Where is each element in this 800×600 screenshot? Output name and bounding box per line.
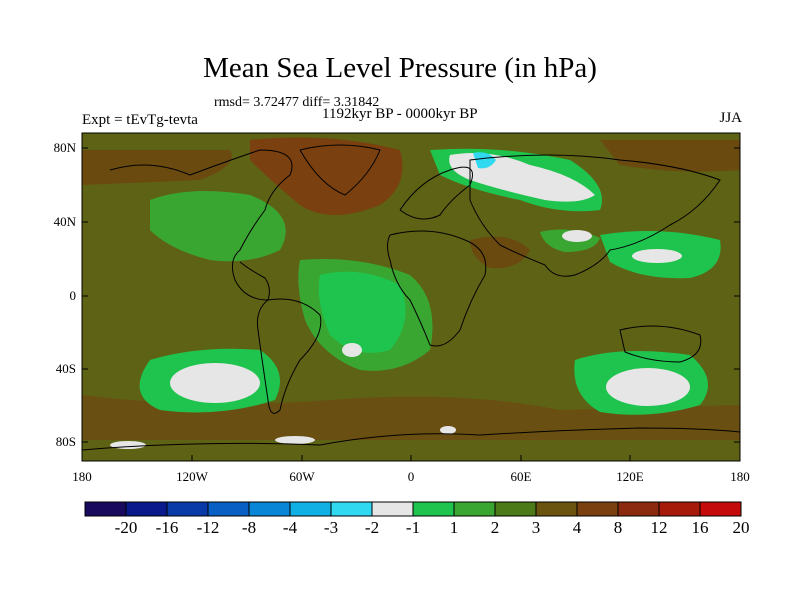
colorbar-swatch [699,501,742,517]
lon-label-180w: 180 [72,469,92,484]
field-brown-pacific-east [600,140,740,172]
colorbar-label: 1 [449,518,459,537]
field-white-indian [606,368,690,406]
field-brown-arctic-pacific [82,150,232,185]
field-green-north-america [150,191,286,262]
colorbar-label: 12 [650,518,668,537]
period-label: 1192kyr BP - 0000kyr BP [322,106,478,122]
field-white-east-asia [632,249,682,263]
colorbar-swatch [494,501,537,517]
coast-north-america [109,149,293,301]
colorbar-label: -12 [196,518,220,537]
colorbar-swatch [658,501,701,517]
lat-label-40n: 40N [54,214,77,229]
colorbar-label: -8 [241,518,257,537]
colorbar-swatch [412,501,455,517]
colorbar [84,501,742,517]
colorbar-label: 20 [732,518,750,537]
coast-africa [387,230,487,347]
colorbar-swatch [207,501,250,517]
lat-label-40s: 40S [56,361,76,376]
colorbar-label: -3 [323,518,339,537]
lon-label-180e: 180 [730,469,750,484]
colorbar-label: 2 [490,518,500,537]
pressure-field [82,133,740,461]
lon-ticks [81,455,741,461]
colorbar-swatch [371,501,414,517]
colorbar-label: 8 [613,518,623,537]
colorbar-swatch [289,501,332,517]
lat-label-0: 0 [70,288,77,303]
experiment-label: Expt = tEvTg-tevta [82,112,198,128]
colorbar-swatch [166,501,209,517]
coast-antarctica [82,427,740,451]
lat-ticks [82,147,740,443]
coast-australia [619,325,702,363]
coast-greenland [299,144,381,196]
field-white-south-pacific [170,363,260,403]
colorbar-swatch [330,501,373,517]
lon-label-0: 0 [408,469,415,484]
colorbar-swatch [84,501,127,517]
field-bright-atlantic [318,271,406,353]
coast-south-america [257,298,322,414]
colorbar-swatch [125,501,168,517]
colorbar-label: -4 [282,518,298,537]
lon-labels: 180 120W 60W 0 60E 120E 180 [72,469,750,484]
colorbar-swatch [453,501,496,517]
rmsd-diff-stats: rmsd= 3.72477 diff= 3.31842 [214,95,380,110]
field-white-central-asia [562,230,592,242]
lon-label-120w: 120W [176,469,209,484]
colorbar-swatch [576,501,619,517]
season-label: JJA [719,110,742,126]
lon-label-60e: 60E [511,469,532,484]
colorbar-swatch [535,501,578,517]
field-white-atlantic [342,343,362,357]
colorbar-label: 3 [531,518,541,537]
colorbar-label: -20 [114,518,138,537]
colorbar-swatch [248,501,291,517]
field-white-antarctic-3 [440,426,456,434]
lon-label-60w: 60W [289,469,315,484]
coast-asia [469,154,721,277]
field-cyan-siberia [473,152,496,169]
lon-label-120e: 120E [616,469,644,484]
colorbar-label: -2 [364,518,380,537]
lat-label-80s: 80S [56,434,76,449]
figure-title: Mean Sea Level Pressure (in hPa) [203,52,597,84]
colorbar-label: 16 [691,518,709,537]
colorbar-label: 4 [572,518,582,537]
colorbar-label: -1 [405,518,421,537]
coastlines [82,144,740,451]
field-white-antarctic-2 [275,436,315,444]
lat-labels: 80N 40N 0 40S 80S [54,140,77,449]
colorbar-label: -16 [155,518,179,537]
lat-label-80n: 80N [54,140,77,155]
colorbar-swatch [617,501,660,517]
